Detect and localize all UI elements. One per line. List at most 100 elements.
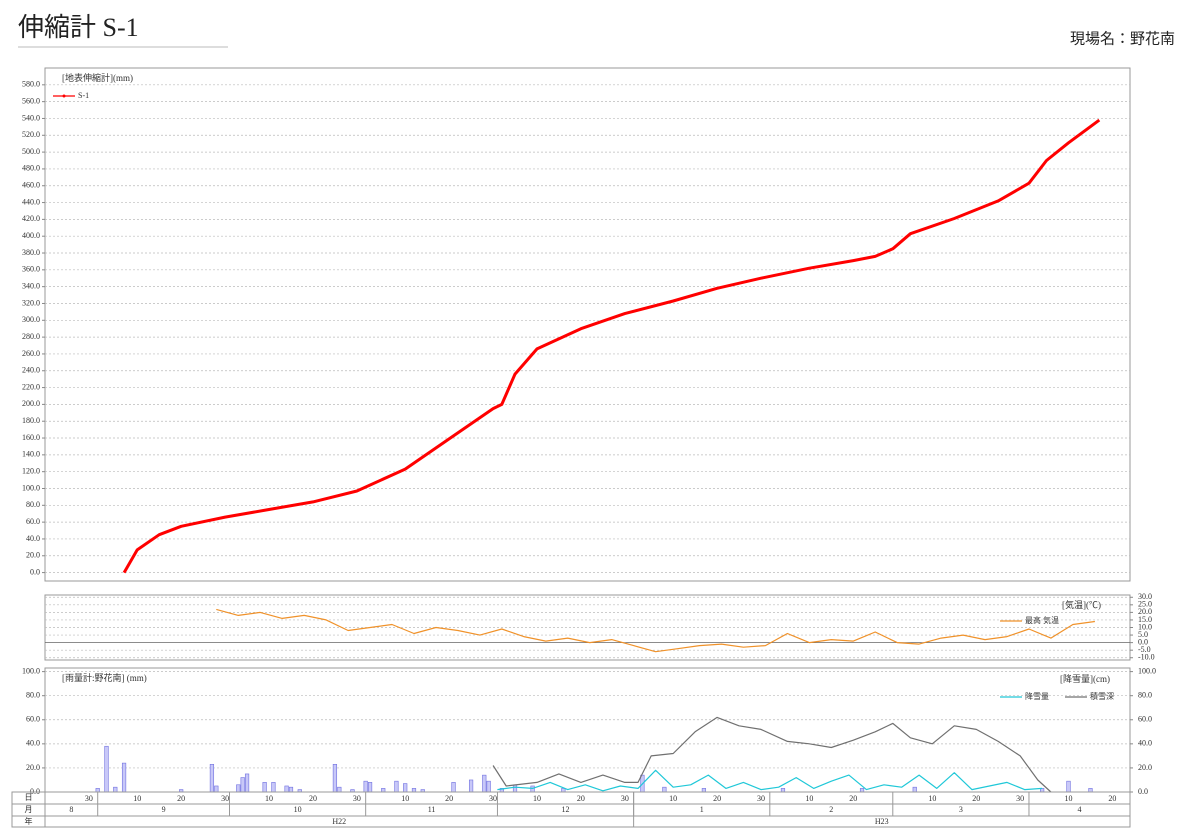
row-label: 日	[25, 793, 33, 802]
y-tick-label: 25.0	[1138, 600, 1152, 609]
bar	[411, 788, 417, 793]
x-tick-label: 20	[1108, 794, 1116, 803]
site-name: 現場名：野花南	[1070, 30, 1175, 47]
y-tick-label: 440.0	[22, 197, 40, 206]
x-tick-label: 30	[353, 794, 361, 803]
axis-label: [降雪量](cm)	[1060, 673, 1110, 684]
bar	[113, 786, 118, 793]
y-tick-label: 10.0	[1138, 622, 1152, 631]
y-tick-label: 540.0	[22, 113, 40, 122]
bar	[288, 786, 294, 793]
y-tick-label: 100.0	[22, 483, 40, 492]
row-label: 年	[25, 816, 33, 826]
y-tick-label: 80.0	[1138, 691, 1152, 700]
y-tick-label: 0.0	[1138, 637, 1148, 646]
legend-label: 最高 気温	[1025, 615, 1059, 625]
y-tick-label: 320.0	[22, 298, 40, 307]
bar	[381, 788, 386, 793]
bar	[486, 780, 491, 793]
x-tick-label: 20	[972, 794, 980, 803]
y-tick-label: 140.0	[22, 450, 40, 459]
bar	[332, 764, 338, 793]
bar	[236, 784, 241, 793]
y-tick-label: 120.0	[22, 467, 40, 476]
axis-label: [地表伸縮計](mm)	[62, 72, 133, 83]
bar	[912, 786, 917, 793]
y-tick-label: 80.0	[26, 691, 40, 700]
bar	[662, 786, 667, 793]
x-tick-label: 20	[849, 794, 857, 803]
legend-label: 積雪深	[1090, 691, 1114, 701]
y-tick-label: 480.0	[22, 164, 40, 173]
date-strip	[11, 791, 1131, 828]
month-label: 1	[700, 805, 704, 814]
month-label: 4	[1077, 805, 1081, 814]
y-tick-label: 500.0	[22, 147, 40, 156]
axis-label: [雨量計:野花南] (mm)	[62, 672, 147, 683]
bar	[780, 788, 786, 793]
y-tick-label: 360.0	[22, 265, 40, 274]
data-line	[492, 716, 1052, 793]
y-tick-label: 60.0	[26, 715, 40, 724]
bar	[262, 782, 267, 793]
legend-label: 降雪量	[1025, 691, 1049, 701]
y-tick-label: 160.0	[22, 433, 40, 442]
axis-label: [気温](℃)	[1062, 599, 1101, 610]
bar	[859, 788, 865, 793]
y-tick-label: 520.0	[22, 130, 40, 139]
year-label: H23	[875, 817, 889, 826]
y-tick-label: 280.0	[22, 332, 40, 341]
month-label: 8	[69, 805, 73, 814]
bar	[271, 782, 276, 793]
panel-frame	[44, 67, 1131, 582]
y-tick-label: 0.0	[1138, 787, 1148, 796]
bar	[468, 779, 474, 793]
y-tick-label: 60.0	[26, 517, 40, 526]
x-tick-label: 10	[669, 794, 677, 803]
x-tick-label: 20	[309, 794, 317, 803]
x-tick-label: 10	[1065, 794, 1073, 803]
x-tick-label: 10	[533, 794, 541, 803]
bar	[512, 784, 518, 793]
bar	[394, 780, 399, 793]
bar	[451, 782, 456, 793]
panel-frame	[44, 594, 1131, 661]
x-tick-label: 20	[177, 794, 185, 803]
x-tick-label: 10	[401, 794, 409, 803]
x-tick-label: 10	[928, 794, 936, 803]
bar	[284, 785, 289, 793]
y-tick-label: 20.0	[26, 763, 40, 772]
legend-marker	[62, 94, 66, 98]
y-tick-label: 80.0	[26, 500, 40, 509]
bar	[1088, 788, 1093, 793]
y-tick-label: 380.0	[22, 248, 40, 257]
x-tick-label: 20	[577, 794, 585, 803]
bar	[95, 788, 100, 793]
year-label: H22	[332, 817, 346, 826]
y-tick-label: 40.0	[26, 739, 40, 748]
x-tick-label: 30	[1016, 794, 1024, 803]
data-line	[122, 118, 1101, 574]
y-tick-label: 240.0	[22, 366, 40, 375]
bar	[1066, 780, 1071, 793]
month-label: 9	[162, 805, 166, 814]
bar	[104, 745, 109, 793]
legend-label: S-1	[78, 91, 89, 100]
y-tick-label: -5.0	[1138, 645, 1151, 654]
panel-frame	[44, 667, 1131, 793]
y-tick-label: 580.0	[22, 80, 40, 89]
y-tick-label: 100.0	[22, 666, 40, 675]
y-tick-label: -10.0	[1138, 653, 1155, 662]
y-tick-label: 30.0	[1138, 592, 1152, 601]
x-tick-label: 10	[805, 794, 813, 803]
y-tick-label: 460.0	[22, 181, 40, 190]
month-label: 11	[428, 805, 436, 814]
y-tick-label: 400.0	[22, 231, 40, 240]
y-tick-label: 60.0	[1138, 715, 1152, 724]
bar	[337, 786, 342, 793]
x-tick-label: 10	[133, 794, 141, 803]
y-tick-label: 5.0	[1138, 630, 1148, 639]
